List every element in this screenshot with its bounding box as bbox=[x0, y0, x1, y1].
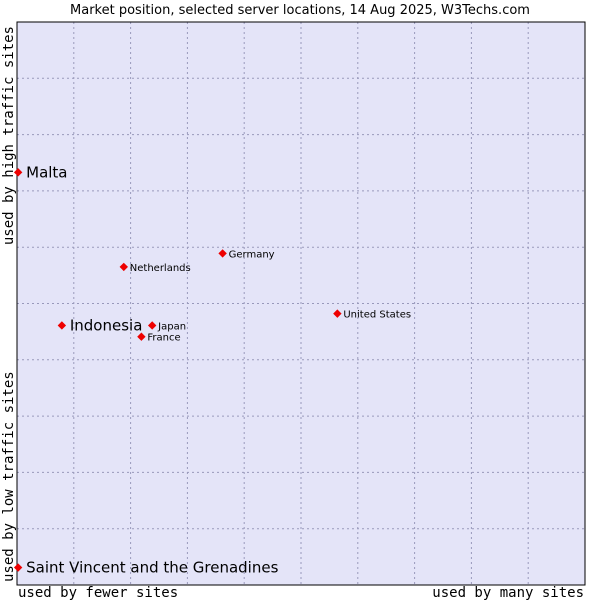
data-points: Malta Indonesia Saint Vincent and the Gren… bbox=[13, 163, 411, 577]
y-axis-label-top: used by high traffic sites bbox=[1, 26, 17, 245]
point-marker-japan bbox=[147, 321, 157, 330]
point-label-japan: Japan bbox=[157, 321, 186, 332]
point-marker-france bbox=[137, 332, 146, 341]
point-label-saint-vincent-and-the-grenadines: Saint Vincent and the Grenadines bbox=[26, 559, 278, 577]
x-axis-label-left: used by fewer sites bbox=[18, 585, 178, 600]
point-marker-united-states bbox=[333, 309, 342, 318]
point-marker-malta bbox=[13, 168, 23, 177]
point-marker-saint-vincent-and-the-grenadines bbox=[13, 563, 23, 572]
point-label-netherlands: Netherlands bbox=[130, 263, 191, 274]
point-marker-indonesia bbox=[57, 321, 67, 330]
y-axis-label-bottom: used by low traffic sites bbox=[1, 371, 17, 582]
plot-frame bbox=[16, 21, 586, 586]
chart-title: Market position, selected server locatio… bbox=[70, 3, 530, 18]
point-label-indonesia: Indonesia bbox=[70, 316, 143, 334]
point-marker-netherlands bbox=[119, 262, 128, 272]
point-label-united-states: United States bbox=[343, 310, 411, 321]
x-axis-label-right: used by many sites bbox=[432, 585, 584, 600]
point-label-germany: Germany bbox=[229, 249, 275, 260]
grid-lines bbox=[17, 22, 585, 585]
point-label-malta: Malta bbox=[26, 163, 67, 181]
point-marker-germany bbox=[218, 249, 227, 258]
point-label-france: France bbox=[147, 333, 180, 344]
